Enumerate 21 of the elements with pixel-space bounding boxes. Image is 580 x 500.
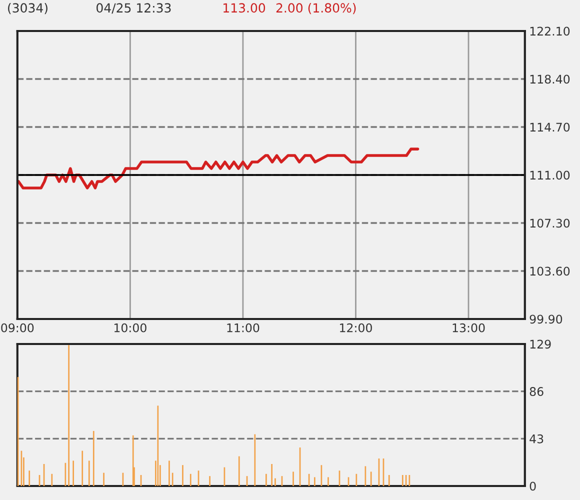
y-tick-label: 99.90 — [530, 314, 562, 324]
y-tick-label: 86 — [530, 387, 544, 396]
y-tick-label: 118.40 — [530, 74, 570, 84]
line-series — [17, 148, 420, 190]
y-tick-label: 103.60 — [530, 266, 570, 276]
y-tick-label: 114.70 — [530, 122, 570, 132]
chart-subtitle: 04/25 12:33 — [96, 3, 171, 14]
x-tick-label: 12:00 — [340, 323, 372, 332]
text: 113.00 — [224, 3, 266, 13]
y-tick-label: 107.30 — [530, 218, 570, 228]
x-tick-label: 09:00 — [1, 323, 34, 332]
text: 2.00 (1.80%) — [276, 2, 356, 14]
x-tick-label: 11:00 — [227, 323, 260, 332]
x-tick-label: 10:00 — [114, 323, 146, 332]
x-tick-label: 13:00 — [452, 323, 485, 332]
y-tick-label: 129 — [530, 340, 551, 349]
chart-title: (3034) — [8, 2, 48, 14]
y-tick-label: 0 — [530, 482, 536, 491]
y-tick-label: 122.10 — [530, 26, 570, 36]
y-tick-label: 111.00 — [530, 170, 570, 180]
y-tick-label: 43 — [530, 434, 544, 444]
